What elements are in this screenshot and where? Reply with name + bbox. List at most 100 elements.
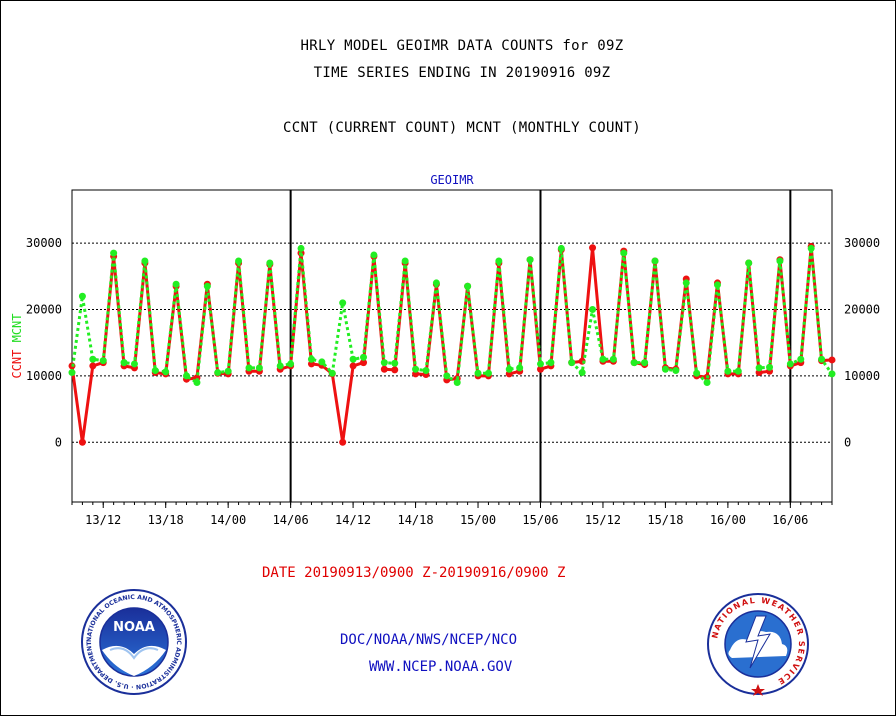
mcnt-point [776,257,784,265]
mcnt-point [484,369,492,377]
mcnt-point [578,369,586,377]
mcnt-point [255,364,263,372]
mcnt-point [276,362,284,370]
mcnt-point [162,368,170,376]
mcnt-point [464,282,472,290]
mcnt-point [807,244,815,252]
y-axis-label-ccnt: CCNT [10,342,24,378]
mcnt-point [599,355,607,363]
mcnt-point [453,379,461,387]
mcnt-point [568,359,576,367]
mcnt-point [713,281,721,289]
mcnt-point [547,359,555,367]
mcnt-point [682,279,690,287]
mcnt-point [422,367,430,375]
ccnt-point [78,438,86,446]
mcnt-point [297,244,305,252]
mcnt-point [557,244,565,252]
mcnt-point [266,259,274,267]
mcnt-point [724,367,732,375]
mcnt-point [828,370,836,378]
ccnt-point [828,356,836,364]
mcnt-point [745,259,753,267]
mcnt-point [495,257,503,265]
chart-title-line-1: HRLY MODEL GEOIMR DATA COUNTS for 09Z [300,38,624,54]
noaa-logo-text: NOAA [113,620,155,635]
mcnt-point [328,369,336,377]
nws-logo-icon: NATIONAL WEATHER SERVICE [707,593,809,696]
mcnt-point [412,365,420,373]
mcnt-point [755,364,763,372]
mcnt-point [130,360,138,368]
mcnt-point [734,367,742,375]
mcnt-point [235,257,243,265]
y-tick-label-right: 30000 [844,236,880,250]
mcnt-point [630,359,638,367]
mcnt-point [89,355,97,363]
plot-area [71,189,833,503]
doc-attribution: DOC/NOAA/NWS/NCEP/NCO [340,632,518,648]
ccnt-point [360,359,368,367]
ccnt-point [349,362,357,370]
y-tick-label-right: 0 [844,435,851,449]
mcnt-point [693,369,701,377]
mcnt-point [641,359,649,367]
y-tick-label-left: 30000 [26,236,62,250]
mcnt-point [703,379,711,387]
chart-title-line-3: CCNT (CURRENT COUNT) MCNT (MONTHLY COUNT… [283,120,641,136]
mcnt-point [141,257,149,265]
date-range-label: DATE 20190913/0900 Z-20190916/0900 Z [262,565,566,581]
mcnt-point [401,257,409,265]
x-tick-label: 14/06 [273,513,309,527]
mcnt-point [818,355,826,363]
mcnt-point [651,257,659,265]
mcnt-point [120,359,128,367]
noaa-logo-icon: NATIONAL OCEANIC AND ATMOSPHERIC ADMINIS… [80,588,187,695]
mcnt-point [224,367,232,375]
website-link[interactable]: WWW.NCEP.NOAA.GOV [369,659,513,675]
ccnt-point [589,244,597,252]
mcnt-point [318,358,326,366]
ccnt-point [536,365,544,373]
x-tick-label: 14/18 [397,513,433,527]
x-tick-label: 14/12 [335,513,371,527]
mcnt-point [474,369,482,377]
x-tick-label: 13/12 [85,513,121,527]
x-tick-label: 16/00 [710,513,746,527]
mcnt-point [391,359,399,367]
mcnt-point [526,256,534,264]
x-tick-label: 15/00 [460,513,496,527]
mcnt-point [183,372,191,380]
mcnt-point [214,369,222,377]
mcnt-point [620,249,628,257]
mcnt-point [672,367,680,375]
mcnt-point [68,369,76,377]
chart-title-line-2: TIME SERIES ENDING IN 20190916 09Z [313,65,611,81]
mcnt-point [245,364,253,372]
mcnt-point [370,251,378,259]
ccnt-point [391,366,399,374]
mcnt-point [432,279,440,287]
mcnt-point [536,360,544,368]
mcnt-point [609,355,617,363]
mcnt-point [661,365,669,373]
y-tick-label-left: 0 [55,435,62,449]
mcnt-point [443,372,451,380]
mcnt-point [78,292,86,300]
mcnt-point [786,360,794,368]
mcnt-series-line [70,246,834,384]
y-tick-label-right: 10000 [844,369,880,383]
y-tick-label-right: 20000 [844,302,880,316]
mcnt-point [172,280,180,288]
mcnt-point [193,379,201,387]
x-tick-label: 14/00 [210,513,246,527]
mcnt-point [203,282,211,290]
ccnt-point [339,438,347,446]
mcnt-point [380,359,388,367]
mcnt-point [516,364,524,372]
mcnt-point [766,363,774,371]
plot-title: GEOIMR [430,173,474,187]
mcnt-point [110,249,118,257]
mcnt-point [339,299,347,307]
